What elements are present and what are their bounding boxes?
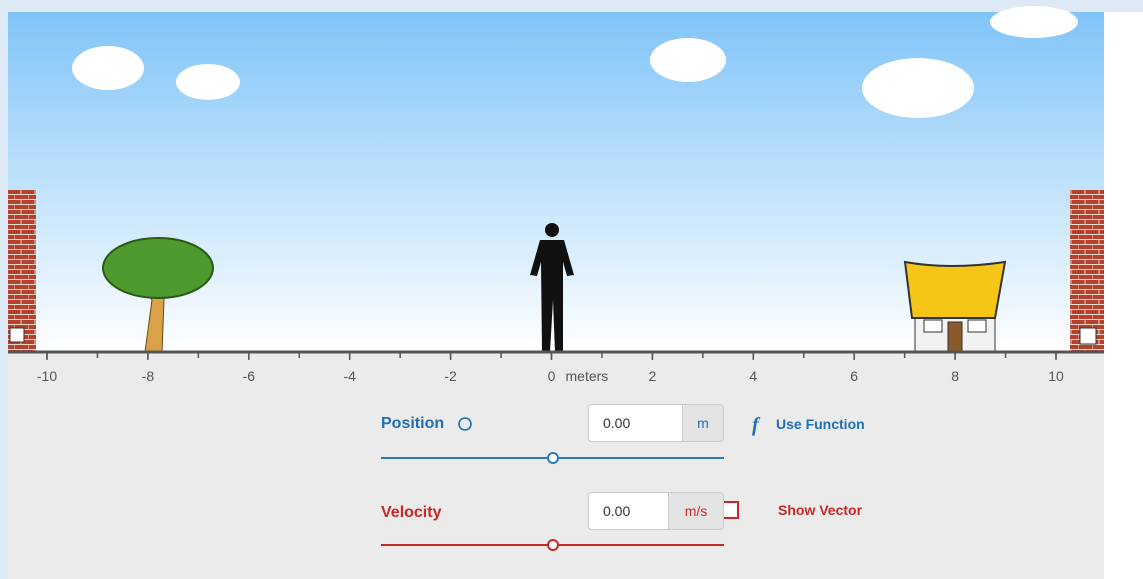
- tick-label: -4: [343, 368, 356, 384]
- position-slider-thumb[interactable]: [548, 453, 558, 463]
- velocity-unit: m/s: [668, 492, 724, 530]
- wall-toggle[interactable]: [1080, 328, 1096, 344]
- tick-label: 0: [548, 368, 556, 384]
- tick-label: 10: [1048, 368, 1064, 384]
- position-icon[interactable]: [459, 418, 471, 430]
- ruler: -10 -8 -6 -4 -2 0 meters 2 4 6 8 10: [8, 352, 1104, 384]
- velocity-slider-thumb[interactable]: [548, 540, 558, 550]
- velocity-label: Velocity: [381, 504, 441, 522]
- function-icon[interactable]: f: [752, 414, 761, 436]
- velocity-input[interactable]: 0.00: [588, 492, 669, 530]
- wall-toggle[interactable]: [10, 328, 24, 342]
- page: -10 -8 -6 -4 -2 0 meters 2 4 6 8 10 f Position 0.00…: [0, 0, 1143, 579]
- tick-label: -6: [243, 368, 256, 384]
- tick-label: 6: [850, 368, 858, 384]
- tick-label: -2: [444, 368, 457, 384]
- ruler-unit: meters: [566, 368, 609, 384]
- tick-label: 4: [749, 368, 757, 384]
- tick-label: 8: [951, 368, 959, 384]
- use-function[interactable]: Use Function: [776, 416, 865, 432]
- tick-label: 2: [649, 368, 657, 384]
- position-input[interactable]: 0.00: [588, 404, 683, 442]
- house: [905, 262, 1005, 352]
- show-vector-checkbox[interactable]: [722, 502, 738, 518]
- position-unit: m: [682, 404, 724, 442]
- show-vector[interactable]: Show Vector: [778, 502, 862, 518]
- tick-label: -8: [142, 368, 155, 384]
- tick-label: -10: [37, 368, 57, 384]
- position-label: Position: [381, 415, 444, 433]
- scene: -10 -8 -6 -4 -2 0 meters 2 4 6 8 10 f: [0, 0, 1143, 579]
